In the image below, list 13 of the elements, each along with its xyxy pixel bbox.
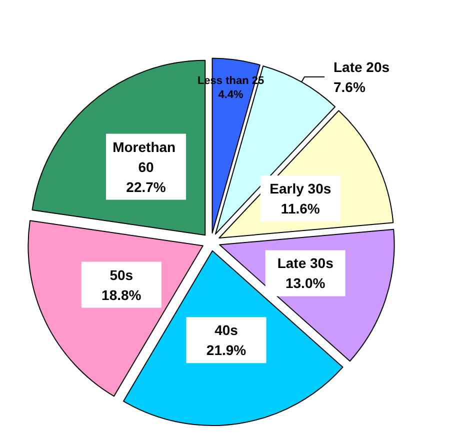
slice-label: Late 30s [277,255,334,272]
data-label: 22.7% [126,178,166,195]
data-label: 7.6% [334,78,366,95]
data-label: 13.0% [285,275,326,292]
slice-label: 50s [110,266,134,283]
data-label: 4.4% [218,89,244,102]
slice-label: Morethan 60 [112,138,180,175]
slice-label: Early 30s [270,180,332,196]
data-label: 21.9% [206,342,247,358]
data-label: 18.8% [102,286,142,303]
slice-label: 40s [214,322,238,338]
slice-label: Late 20s [334,58,390,75]
data-label: 11.6% [280,200,320,216]
